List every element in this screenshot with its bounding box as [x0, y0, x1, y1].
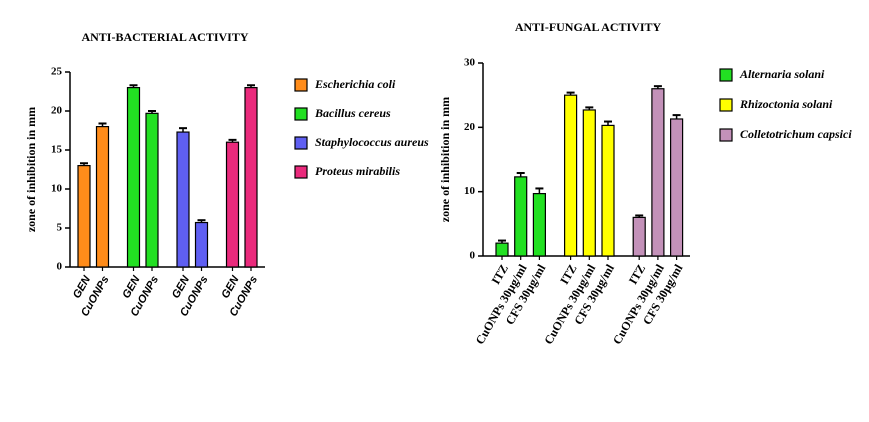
y-tick-label: 0 [470, 250, 476, 262]
bar [77, 165, 91, 268]
y-tick-label: 25 [51, 66, 63, 78]
legend-swatch [719, 98, 733, 112]
legend-swatch [719, 128, 733, 142]
legend-label: Colletotrichum capsici [740, 127, 852, 141]
bar [126, 86, 141, 268]
legend-swatch [294, 78, 308, 92]
legend-label: Rhizoctonia solani [739, 97, 833, 111]
bar [495, 242, 509, 257]
legend-swatch [294, 107, 308, 121]
y-tick-label: 20 [464, 121, 476, 133]
y-tick-label: 0 [57, 261, 63, 273]
y-axis-label: zone of inhibition in mm [438, 97, 452, 222]
bar [651, 88, 665, 257]
y-tick-label: 10 [51, 183, 63, 195]
legend-label: Proteus mirabilis [315, 164, 400, 178]
bar [244, 86, 258, 268]
legend-swatch [294, 165, 308, 179]
legend-label: Staphylococcus aureus [315, 135, 429, 149]
bar [563, 94, 578, 257]
legend-label: Escherichia coli [314, 77, 396, 91]
chart-title: ANTI-BACTERIAL ACTIVITY [81, 30, 248, 44]
y-axis-label: zone of inhibition in mm [24, 107, 38, 232]
bar [514, 176, 528, 257]
y-tick-label: 20 [51, 105, 63, 117]
bar [582, 109, 596, 257]
legend-label: Bacillus cereus [314, 106, 391, 120]
bar [176, 131, 190, 268]
legend-swatch [294, 136, 308, 150]
y-tick-label: 10 [464, 185, 476, 197]
chart-title: ANTI-FUNGAL ACTIVITY [515, 20, 662, 34]
bar [145, 112, 159, 268]
legend-label: Alternaria solani [739, 67, 825, 81]
y-tick-label: 5 [57, 222, 63, 234]
bar [601, 124, 615, 257]
bar [632, 216, 646, 257]
bar [532, 192, 547, 257]
y-tick-label: 30 [464, 57, 476, 69]
bar [95, 125, 110, 268]
bar [225, 141, 240, 268]
bar [669, 118, 684, 257]
legend-swatch [719, 68, 733, 82]
y-tick-label: 15 [51, 144, 63, 156]
bar [194, 221, 209, 268]
